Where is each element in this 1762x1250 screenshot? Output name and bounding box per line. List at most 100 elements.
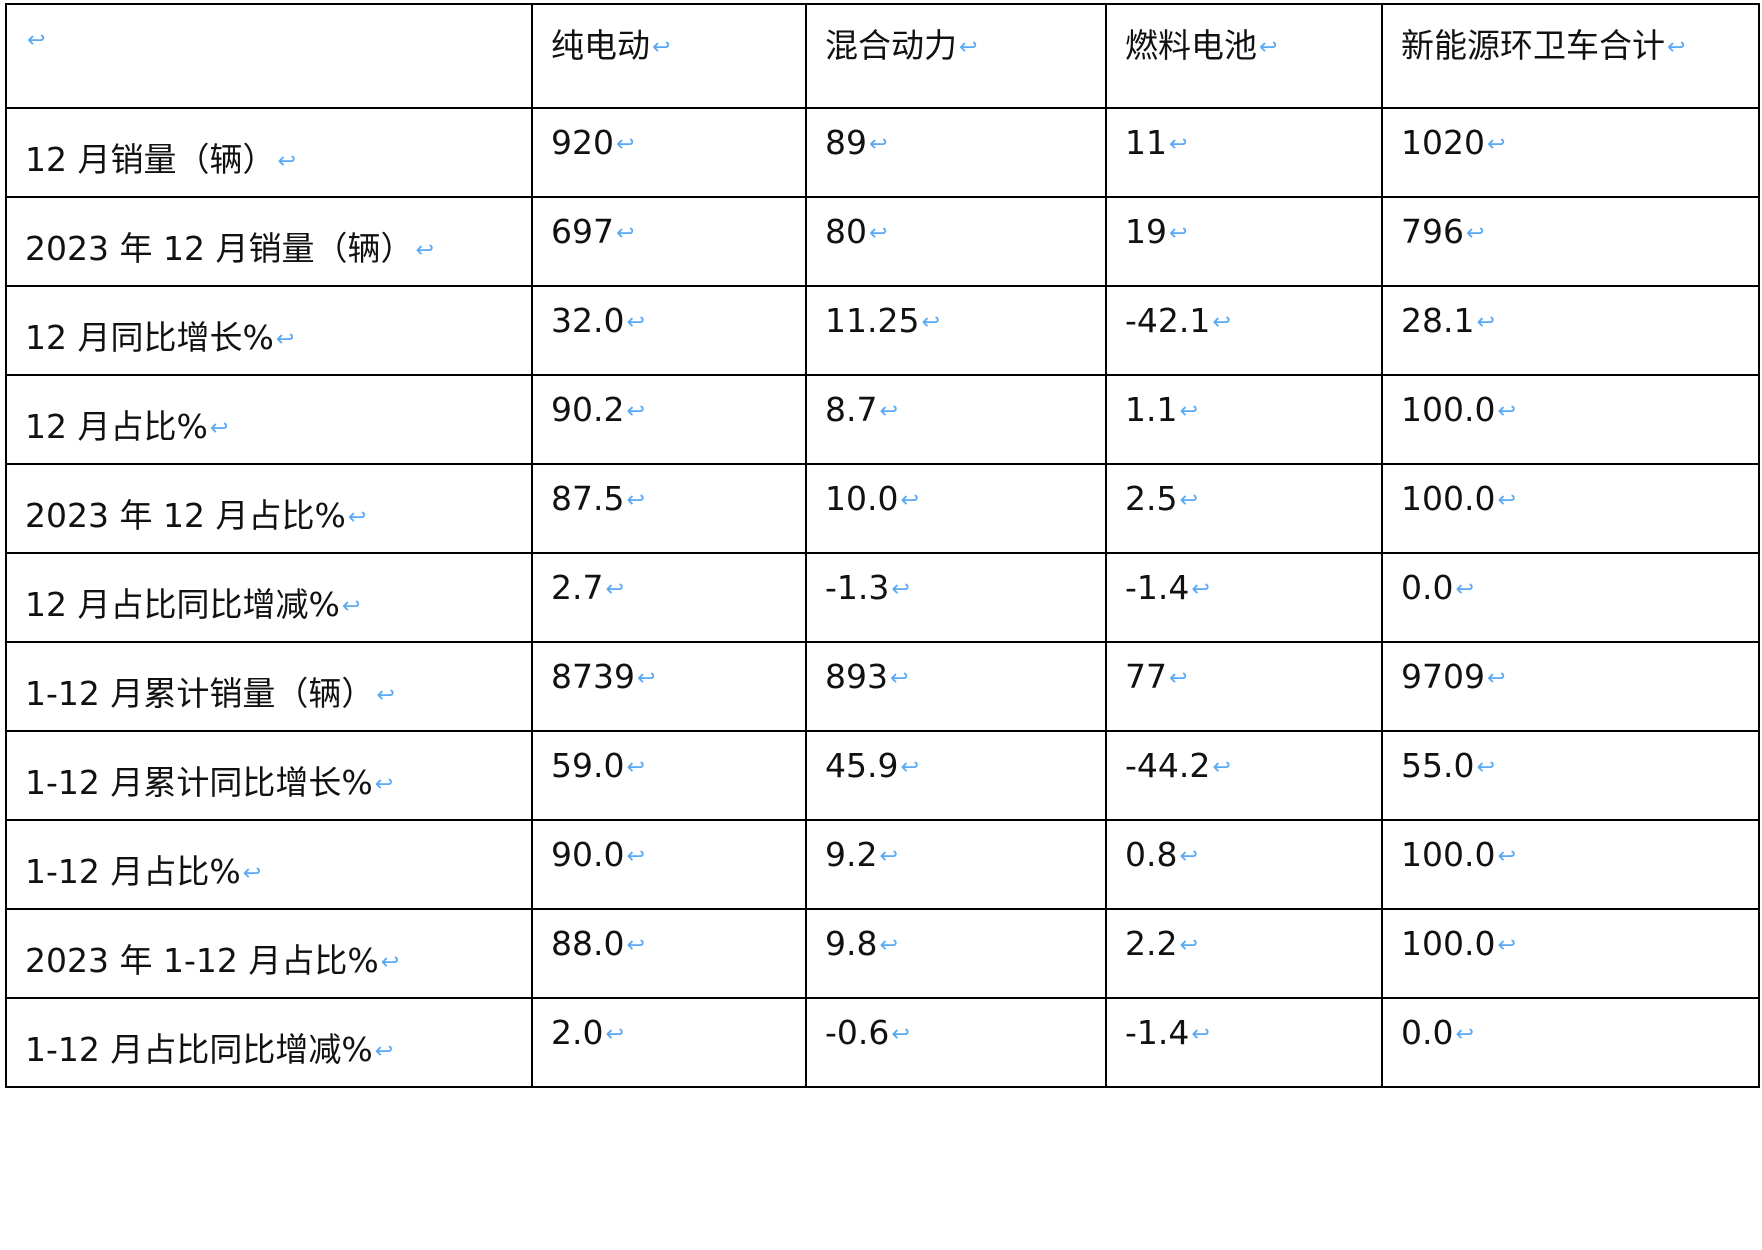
paragraph-return-icon: ↩ — [1476, 755, 1495, 780]
paragraph-return-icon: ↩ — [890, 666, 909, 691]
paragraph-return-icon: ↩ — [1466, 221, 1485, 246]
value-cell: 28.1↩ — [1381, 285, 1760, 376]
cell-text: 12 月销量（辆） — [25, 140, 276, 179]
value-cell: 0.0↩ — [1381, 997, 1760, 1088]
paragraph-return-icon: ↩ — [1191, 577, 1210, 602]
paragraph-return-icon: ↩ — [605, 1022, 624, 1047]
paragraph-return-icon: ↩ — [959, 35, 978, 60]
cell-text: 新能源环卫车合计 — [1401, 26, 1665, 65]
value-cell: 59.0↩ — [531, 730, 807, 821]
paragraph-return-icon: ↩ — [605, 577, 624, 602]
paragraph-return-icon: ↩ — [374, 772, 394, 797]
paragraph-return-icon: ↩ — [1455, 577, 1474, 602]
header-cell: 纯电动↩ — [531, 3, 807, 109]
paragraph-return-icon: ↩ — [209, 416, 229, 441]
value-cell: 2.7↩ — [531, 552, 807, 643]
cell-text: 77 — [1125, 657, 1167, 696]
paragraph-return-icon: ↩ — [27, 28, 46, 53]
paragraph-return-icon: ↩ — [626, 755, 645, 780]
cell-text: -42.1 — [1125, 301, 1211, 340]
table-row: 1-12 月占比同比增减%↩ 2.0↩ -0.6↩ -1.4↩ 0.0↩ — [5, 997, 1760, 1088]
paragraph-return-icon: ↩ — [626, 310, 645, 335]
paragraph-return-icon: ↩ — [652, 35, 671, 60]
table-row: 12 月占比%↩ 90.2↩ 8.7↩ 1.1↩ 100.0↩ — [5, 374, 1760, 465]
paragraph-return-icon: ↩ — [636, 666, 656, 691]
paragraph-return-icon: ↩ — [1169, 132, 1188, 157]
paragraph-return-icon: ↩ — [374, 1039, 394, 1064]
paragraph-return-icon: ↩ — [380, 950, 400, 975]
value-cell: 45.9↩ — [805, 730, 1107, 821]
paragraph-return-icon: ↩ — [1169, 221, 1188, 246]
value-cell: 796↩ — [1381, 196, 1760, 287]
paragraph-return-icon: ↩ — [1179, 488, 1198, 513]
value-cell: 11↩ — [1105, 107, 1383, 198]
value-cell: -42.1↩ — [1105, 285, 1383, 376]
value-cell: 8.7↩ — [805, 374, 1107, 465]
paragraph-return-icon: ↩ — [1455, 1022, 1474, 1047]
value-cell: 100.0↩ — [1381, 463, 1760, 554]
cell-text: 45.9 — [825, 746, 899, 785]
table-row: 12 月销量（辆）↩ 920↩ 89↩ 11↩ 1020↩ — [5, 107, 1760, 198]
cell-text: 8.7 — [825, 390, 878, 429]
cell-text: 9.2 — [825, 835, 878, 874]
row-label-cell: 12 月占比同比增减%↩ — [5, 552, 533, 643]
paragraph-return-icon: ↩ — [1497, 844, 1516, 869]
value-cell: 55.0↩ — [1381, 730, 1760, 821]
cell-text: 0.8 — [1125, 835, 1178, 874]
cell-text: 796 — [1401, 212, 1464, 251]
cell-text: 12 月同比增长% — [25, 318, 274, 357]
paragraph-return-icon: ↩ — [891, 577, 910, 602]
cell-text: 100.0 — [1401, 835, 1496, 874]
cell-text: 2.5 — [1125, 479, 1178, 518]
paragraph-return-icon: ↩ — [242, 861, 262, 886]
value-cell: 19↩ — [1105, 196, 1383, 287]
paragraph-return-icon: ↩ — [921, 310, 940, 335]
cell-text: 11 — [1125, 123, 1167, 162]
cell-text: 32.0 — [551, 301, 625, 340]
row-label-cell: 1-12 月累计销量（辆）↩ — [5, 641, 533, 732]
cell-text: 9.8 — [825, 924, 878, 963]
cell-text: 59.0 — [551, 746, 625, 785]
value-cell: 920↩ — [531, 107, 807, 198]
cell-text: 混合动力 — [825, 26, 957, 65]
table-row: 2023 年 1-12 月占比%↩ 88.0↩ 9.8↩ 2.2↩ 100.0↩ — [5, 908, 1760, 999]
paragraph-return-icon: ↩ — [626, 399, 645, 424]
cell-text: 100.0 — [1401, 479, 1496, 518]
header-row: ↩ 纯电动↩ 混合动力↩ 燃料电池↩ 新能源环卫车合计↩ — [5, 3, 1760, 109]
value-cell: -1.4↩ — [1105, 552, 1383, 643]
value-cell: 80↩ — [805, 196, 1107, 287]
cell-text: 燃料电池 — [1125, 26, 1257, 65]
paragraph-return-icon: ↩ — [616, 221, 635, 246]
paragraph-return-icon: ↩ — [1486, 132, 1506, 157]
paragraph-return-icon: ↩ — [275, 327, 295, 352]
paragraph-return-icon: ↩ — [891, 1022, 910, 1047]
paragraph-return-icon: ↩ — [1486, 666, 1506, 691]
cell-text: -44.2 — [1125, 746, 1211, 785]
value-cell: -44.2↩ — [1105, 730, 1383, 821]
row-label-cell: 1-12 月占比同比增减%↩ — [5, 997, 533, 1088]
value-cell: 87.5↩ — [531, 463, 807, 554]
value-cell: 0.0↩ — [1381, 552, 1760, 643]
header-cell: 新能源环卫车合计↩ — [1381, 3, 1760, 109]
table-row: 1-12 月占比%↩ 90.0↩ 9.2↩ 0.8↩ 100.0↩ — [5, 819, 1760, 910]
value-cell: 9709↩ — [1381, 641, 1760, 732]
cell-text: 1-12 月占比% — [25, 852, 241, 891]
paragraph-return-icon: ↩ — [376, 683, 395, 708]
paragraph-return-icon: ↩ — [1169, 666, 1188, 691]
value-cell: 0.8↩ — [1105, 819, 1383, 910]
paragraph-return-icon: ↩ — [869, 221, 888, 246]
cell-text: 12 月占比% — [25, 407, 208, 446]
paragraph-return-icon: ↩ — [1476, 310, 1495, 335]
cell-text: 89 — [825, 123, 867, 162]
value-cell: -1.3↩ — [805, 552, 1107, 643]
paragraph-return-icon: ↩ — [1179, 399, 1198, 424]
value-cell: 88.0↩ — [531, 908, 807, 999]
paragraph-return-icon: ↩ — [1667, 35, 1686, 60]
value-cell: 893↩ — [805, 641, 1107, 732]
cell-text: -0.6 — [825, 1013, 890, 1052]
value-cell: 100.0↩ — [1381, 819, 1760, 910]
paragraph-return-icon: ↩ — [879, 399, 898, 424]
value-cell: 89↩ — [805, 107, 1107, 198]
table-row: 2023 年 12 月销量（辆）↩ 697↩ 80↩ 19↩ 796↩ — [5, 196, 1760, 287]
value-cell: 2.5↩ — [1105, 463, 1383, 554]
